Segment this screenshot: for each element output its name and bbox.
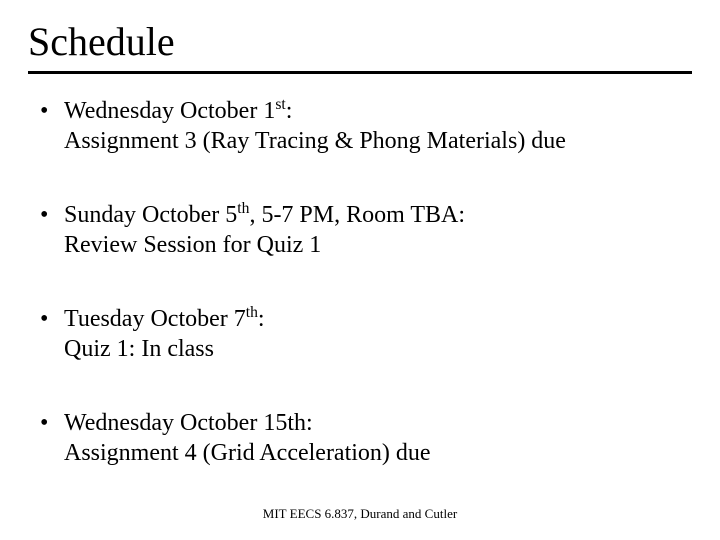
- title-divider: [28, 71, 692, 74]
- date-prefix: Sunday October 5: [64, 202, 237, 228]
- slide-title: Schedule: [28, 18, 692, 65]
- slide-footer: MIT EECS 6.837, Durand and Cutler: [0, 506, 720, 522]
- item-detail: Assignment 3 (Ray Tracing & Phong Materi…: [64, 126, 692, 156]
- item-detail: Assignment 4 (Grid Acceleration) due: [64, 438, 692, 468]
- date-prefix: Wednesday October 1: [64, 98, 275, 124]
- list-item: Sunday October 5th, 5-7 PM, Room TBA: Re…: [40, 200, 692, 260]
- date-ordinal: th: [246, 304, 258, 321]
- list-item: Tuesday October 7th: Quiz 1: In class: [40, 304, 692, 364]
- item-date: Tuesday October 7th:: [64, 304, 692, 334]
- date-prefix: Wednesday October 15: [64, 410, 287, 436]
- item-date: Sunday October 5th, 5-7 PM, Room TBA:: [64, 200, 692, 230]
- list-item: Wednesday October 1st: Assignment 3 (Ray…: [40, 96, 692, 156]
- item-date: Wednesday October 15th:: [64, 408, 692, 438]
- schedule-list: Wednesday October 1st: Assignment 3 (Ray…: [28, 96, 692, 468]
- date-prefix: Tuesday October 7: [64, 306, 246, 332]
- item-detail: Quiz 1: In class: [64, 334, 692, 364]
- date-suffix: :: [286, 98, 293, 124]
- date-ordinal: th: [237, 200, 249, 217]
- date-suffix: :: [258, 306, 265, 332]
- date-ordinal: st: [275, 96, 285, 113]
- date-suffix: th:: [287, 410, 312, 436]
- item-date: Wednesday October 1st:: [64, 96, 692, 126]
- date-suffix: , 5-7 PM, Room TBA:: [249, 202, 465, 228]
- list-item: Wednesday October 15th: Assignment 4 (Gr…: [40, 408, 692, 468]
- item-detail: Review Session for Quiz 1: [64, 230, 692, 260]
